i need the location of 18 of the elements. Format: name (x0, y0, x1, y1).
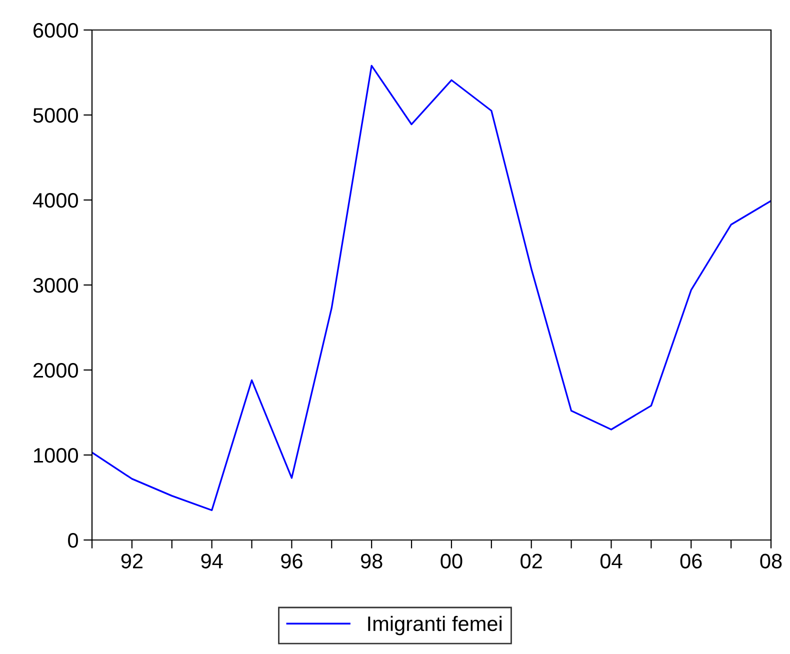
legend-label: Imigranti femei (368, 616, 502, 636)
y-tick-label: 3000 (33, 278, 78, 293)
y-tick-label: 6000 (34, 23, 78, 38)
y-tick-label: 0 (68, 533, 78, 548)
x-tick-label: 08 (760, 554, 782, 568)
x-tick-label: 94 (201, 554, 223, 568)
line-series (92, 64, 771, 512)
y-tick-label: 2000 (34, 363, 78, 378)
x-tick-label: 98 (360, 554, 382, 568)
x-tick-label: 02 (520, 554, 542, 568)
x-tick-label: 96 (281, 554, 302, 568)
y-tick-label: 1000 (34, 448, 78, 463)
x-tick-label: 06 (680, 554, 702, 568)
x-tick-label: 04 (600, 554, 622, 568)
x-tick-label: 92 (121, 554, 142, 568)
y-tick-label: 4000 (32, 193, 78, 208)
x-tick-label: 00 (440, 554, 462, 568)
y-tick-label: 5000 (33, 108, 78, 123)
